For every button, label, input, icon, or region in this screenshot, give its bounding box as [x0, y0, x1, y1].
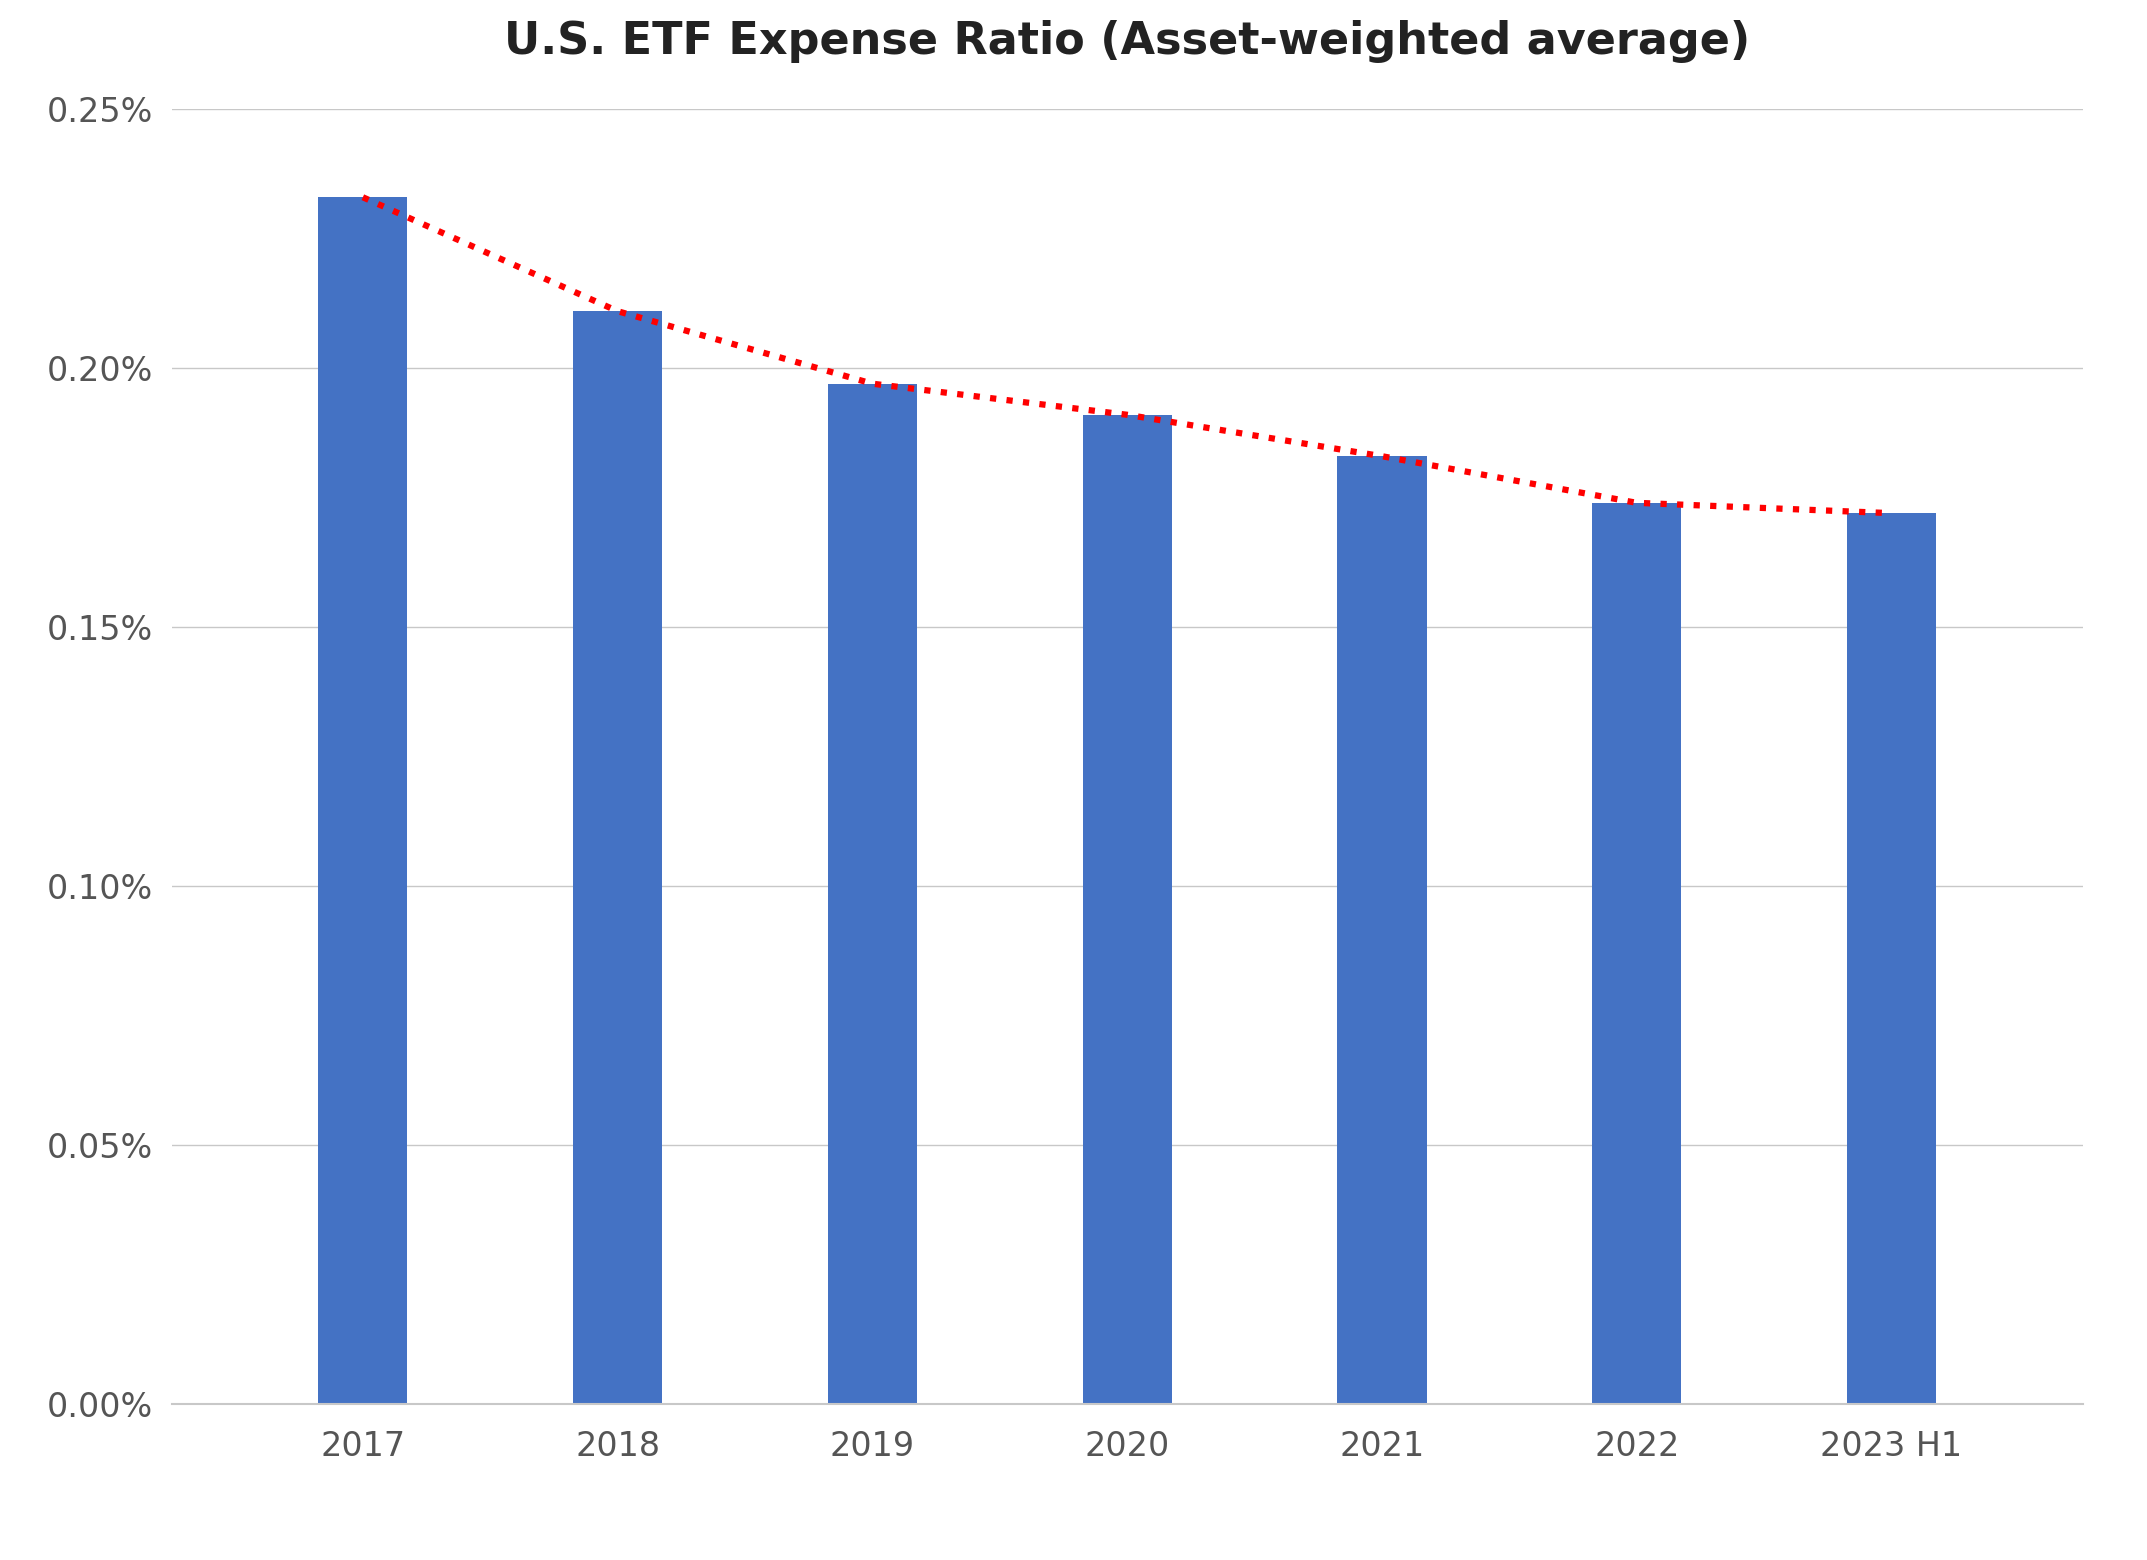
Bar [1082, 415, 1172, 1404]
Bar [1846, 513, 1937, 1404]
Bar [318, 197, 408, 1404]
Bar [829, 384, 917, 1404]
Bar [573, 310, 661, 1404]
Title: U.S. ETF Expense Ratio (Asset-weighted average): U.S. ETF Expense Ratio (Asset-weighted a… [505, 20, 1750, 62]
Bar [1338, 456, 1426, 1404]
Bar [1593, 502, 1681, 1404]
